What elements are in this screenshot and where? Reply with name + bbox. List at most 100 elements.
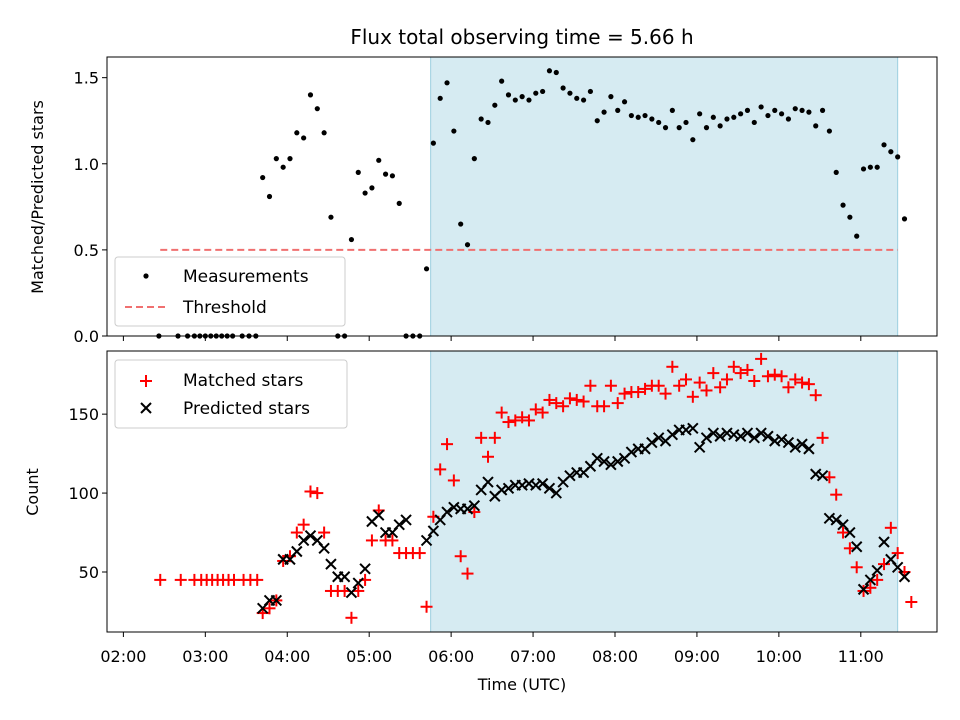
measurement-point <box>533 90 539 96</box>
predicted-star-stroke <box>359 563 371 575</box>
predicted-star-point <box>878 536 890 548</box>
predicted-star-stroke <box>837 518 849 531</box>
predicted-star-point <box>502 482 515 495</box>
measurement-point <box>355 169 361 175</box>
bottom-x-tick-label: 04:00 <box>264 647 310 666</box>
predicted-star-point <box>864 574 877 586</box>
predicted-star-stroke <box>420 534 433 547</box>
predicted-star-stroke <box>707 427 720 439</box>
measurement-point <box>287 156 293 162</box>
measurement-point <box>458 221 464 227</box>
bottom-x-tick-label: 08:00 <box>592 647 638 666</box>
measurement-point <box>785 116 792 122</box>
predicted-star-point <box>441 506 453 518</box>
predicted-star-stroke <box>885 553 897 566</box>
measurement-point <box>888 149 894 155</box>
predicted-star-point <box>775 433 788 446</box>
predicted-star-stroke <box>844 526 856 539</box>
matched-star-point <box>461 567 474 580</box>
predicted-star-stroke <box>427 525 440 537</box>
predicted-star-point <box>359 563 371 575</box>
predicted-star-point <box>734 430 747 442</box>
predicted-star-point <box>598 455 610 468</box>
predicted-star-point <box>516 479 528 491</box>
predicted-star-stroke <box>891 561 904 573</box>
predicted-star-stroke <box>373 509 385 521</box>
predicted-star-point <box>591 452 603 465</box>
predicted-star-stroke <box>666 428 679 441</box>
top-legend-box <box>114 256 346 327</box>
matched-star-point <box>639 382 652 395</box>
matched-star-point <box>529 403 542 416</box>
matched-star-point <box>311 487 324 500</box>
matched-star-point <box>884 521 897 534</box>
measurement-point <box>833 169 839 175</box>
matched-star-point <box>666 360 679 373</box>
matched-star-point <box>509 414 522 427</box>
matched-star-point <box>475 431 488 444</box>
measurement-point <box>731 114 737 120</box>
measurement-point <box>840 202 846 208</box>
predicted-star-point <box>468 500 481 512</box>
predicted-star-point <box>646 436 658 449</box>
matched-star-point <box>734 367 747 380</box>
matched-star-point <box>577 395 590 408</box>
measurement-point <box>772 107 778 113</box>
matched-star-point <box>297 518 310 531</box>
predicted-star-stroke <box>748 432 760 444</box>
measurement-point <box>314 106 320 112</box>
measurement-point <box>738 111 744 117</box>
predicted-star-point <box>748 432 760 444</box>
predicted-star-point <box>530 479 542 491</box>
measurement-point <box>813 123 819 129</box>
measurement-point <box>751 119 757 126</box>
predicted-star-stroke <box>482 476 494 488</box>
measurement-point <box>628 112 634 119</box>
matched-star-point <box>454 550 467 563</box>
measurement-point <box>710 114 716 120</box>
predicted-star-stroke <box>646 436 658 449</box>
matched-star-point <box>680 373 693 386</box>
measurement-point <box>765 112 771 119</box>
predicted-star-stroke <box>625 446 638 458</box>
matched-star-point <box>714 381 727 394</box>
measurement-point <box>478 116 484 122</box>
matched-star-point <box>481 450 494 463</box>
bottom-highlight-span <box>430 350 899 633</box>
matched-star-point <box>686 390 699 403</box>
predicted-star-point <box>700 432 713 444</box>
bottom-x-tick-label: 02:00 <box>100 647 146 666</box>
matched-star-point <box>543 393 556 406</box>
predicted-star-point <box>687 422 699 435</box>
matched-star-point <box>837 526 850 539</box>
measurement-point <box>464 242 471 248</box>
top-y-axis-label: Matched/Predicted stars <box>28 100 47 294</box>
bottom-ticks: 50 100 150 02:00 03:00 04:00 05:00 06:00 07:00 08… <box>68 405 883 666</box>
measurement-point <box>266 193 273 200</box>
matched-star-point <box>748 374 761 387</box>
matched-star-point <box>816 431 829 444</box>
measurement-point <box>362 190 368 196</box>
measurement-point <box>526 97 532 103</box>
matched-star-point <box>727 360 740 373</box>
matched-star-point <box>550 397 563 410</box>
predicted-star-stroke <box>857 583 870 596</box>
top-ticks: 0.0 0.5 1.0 1.5 <box>74 69 862 346</box>
measurement-point <box>635 114 641 120</box>
measurement-point <box>901 216 908 222</box>
measurement-point <box>519 94 525 100</box>
predicted-star-point <box>523 477 535 490</box>
matched-star-point <box>563 392 576 405</box>
measurement-point <box>881 142 887 148</box>
predicted-star-point <box>345 586 358 599</box>
matched-star-point <box>251 573 264 586</box>
predicted-star-stroke <box>530 479 542 491</box>
predicted-star-stroke <box>741 427 754 439</box>
top-panel: 0.0 0.5 1.0 1.5 Flux total observing time =… <box>28 25 938 346</box>
matched-star-point <box>673 379 686 392</box>
matched-star-point <box>522 414 535 427</box>
predicted-star-stroke <box>789 441 801 454</box>
measurement-point <box>437 95 443 101</box>
measurement-point <box>328 214 334 220</box>
measurement-point <box>444 80 450 86</box>
